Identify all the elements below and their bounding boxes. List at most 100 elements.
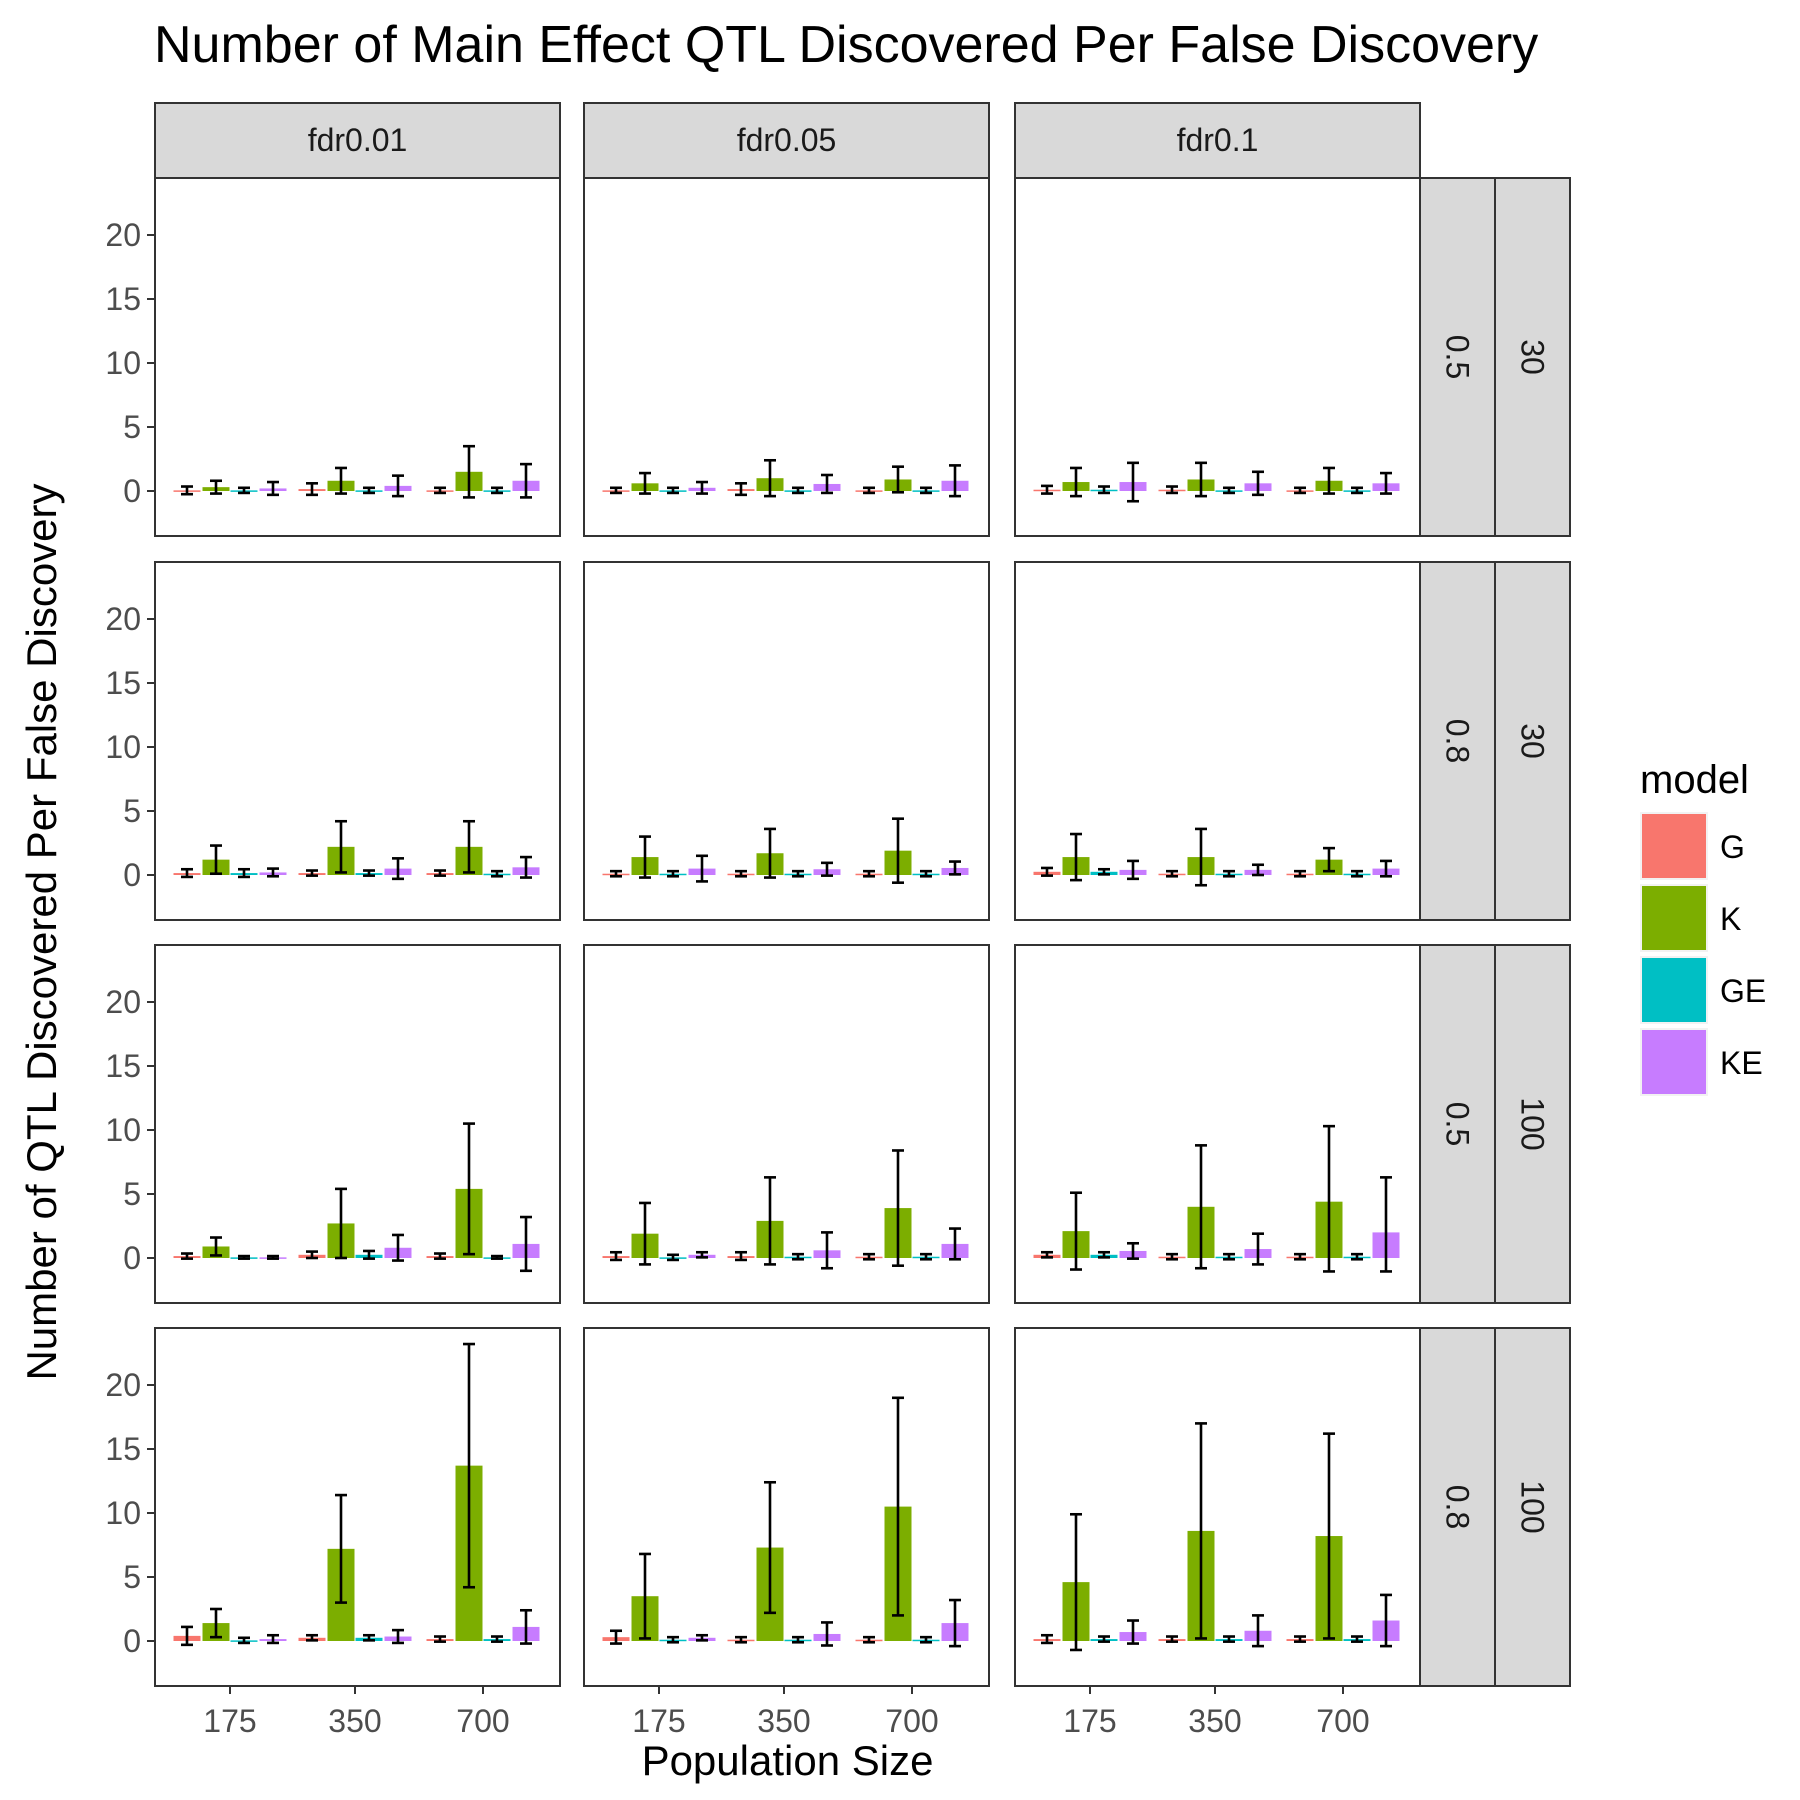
error-bar <box>335 1493 347 1604</box>
x-tick-label: 175 <box>203 1703 256 1739</box>
panel-background <box>1015 178 1420 536</box>
error-bar <box>1323 1432 1335 1640</box>
error-bar <box>1252 863 1264 877</box>
error-bar <box>335 819 347 874</box>
panel-background <box>155 178 560 536</box>
y-tick-label: 5 <box>123 793 141 829</box>
error-bar <box>520 1215 532 1273</box>
error-bar <box>949 1598 961 1648</box>
error-bar <box>1098 485 1110 495</box>
y-tick-label: 5 <box>123 409 141 445</box>
facet-label-n: 30 <box>1515 339 1551 375</box>
error-bar <box>892 1149 904 1267</box>
facet-label-h2: 0.8 <box>1440 1485 1476 1529</box>
error-bar <box>238 1254 250 1260</box>
error-bar <box>491 486 503 495</box>
error-bar <box>667 486 679 495</box>
error-bar <box>491 869 503 878</box>
error-bar <box>610 869 622 878</box>
error-bar <box>1070 466 1082 498</box>
error-bar <box>1041 484 1053 495</box>
error-bar <box>463 1342 475 1589</box>
error-bar <box>792 486 804 495</box>
error-bar <box>920 1635 932 1644</box>
error-bar <box>610 1250 622 1262</box>
error-bar <box>1223 486 1235 495</box>
facet-strip-top <box>583 102 990 179</box>
error-bar <box>821 1621 833 1647</box>
error-bar <box>1098 1635 1110 1643</box>
x-axis-title: Population Size <box>642 1737 934 1784</box>
error-bar <box>735 1635 747 1644</box>
error-bar <box>1351 486 1363 495</box>
error-bar <box>520 462 532 499</box>
panel-border <box>583 561 990 921</box>
legend-title: model <box>1640 758 1749 802</box>
error-bar <box>735 869 747 878</box>
error-bar <box>1252 1614 1264 1648</box>
error-bar <box>764 458 776 498</box>
y-tick-label: 0 <box>123 857 141 893</box>
error-bar <box>667 1253 679 1262</box>
facet-label-fdr: fdr0.1 <box>1177 122 1259 158</box>
error-bar <box>863 486 875 495</box>
panel-border <box>583 944 990 1304</box>
facet-label-fdr: fdr0.05 <box>737 122 837 158</box>
error-bar <box>1294 1635 1306 1643</box>
facet-label-n: 100 <box>1515 1097 1551 1150</box>
panel-border <box>583 1327 990 1687</box>
error-bar <box>892 465 904 494</box>
y-tick-label: 15 <box>105 281 141 317</box>
y-tick-label: 0 <box>123 1240 141 1276</box>
facet-strip-right <box>1419 177 1496 537</box>
x-tick-label: 700 <box>885 1703 938 1739</box>
error-bar <box>306 1633 318 1642</box>
error-bar <box>267 1633 279 1645</box>
facet-strip-top <box>154 102 561 179</box>
error-bar <box>792 1635 804 1644</box>
error-bar <box>696 1633 708 1642</box>
error-bar <box>1166 1252 1178 1261</box>
facet-label-fdr: fdr0.01 <box>308 122 408 158</box>
error-bar <box>1294 486 1306 495</box>
error-bar <box>1195 1144 1207 1270</box>
error-bar <box>1380 859 1392 878</box>
error-bar <box>363 869 375 877</box>
error-bar <box>696 854 708 883</box>
error-bar <box>210 1236 222 1257</box>
y-tick-label: 20 <box>105 601 141 637</box>
facet-label-n: 30 <box>1515 723 1551 759</box>
error-bar <box>821 1231 833 1270</box>
error-bar <box>1070 832 1082 882</box>
error-bar <box>306 869 318 877</box>
error-bar <box>463 444 475 499</box>
error-bar <box>792 869 804 878</box>
error-bar <box>181 867 193 879</box>
y-tick-label: 10 <box>105 345 141 381</box>
facet-strip-right <box>1419 561 1496 921</box>
y-tick-label: 15 <box>105 1048 141 1084</box>
facet-strip-right <box>1494 561 1571 921</box>
error-bar <box>1380 1593 1392 1648</box>
error-bar <box>181 1625 193 1647</box>
error-bar <box>920 486 932 495</box>
facet-label-n: 100 <box>1515 1480 1551 1533</box>
error-bar <box>238 867 250 879</box>
error-bar <box>1351 1252 1363 1261</box>
error-bar <box>1070 1191 1082 1271</box>
error-bar <box>392 474 404 498</box>
error-bar <box>1380 1176 1392 1273</box>
error-bar <box>1252 470 1264 497</box>
error-bar <box>520 855 532 879</box>
error-bar <box>238 486 250 495</box>
error-bar <box>434 486 446 495</box>
error-bar <box>1323 846 1335 873</box>
error-bar <box>1195 1422 1207 1640</box>
error-bar <box>764 827 776 879</box>
error-bar <box>335 1187 347 1260</box>
error-bar <box>463 819 475 874</box>
panel-border <box>154 561 561 921</box>
error-bar <box>863 869 875 878</box>
error-bar <box>1252 1232 1264 1266</box>
legend-label-g: G <box>1720 829 1745 865</box>
